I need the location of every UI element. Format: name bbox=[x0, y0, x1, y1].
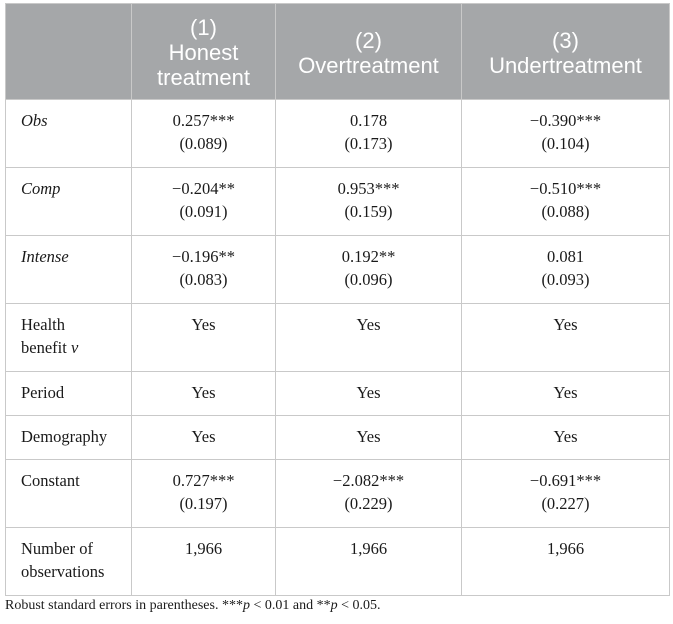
column-title: Honest bbox=[168, 40, 239, 65]
coefficient: 0.727*** bbox=[172, 471, 235, 490]
variable-name: Comp bbox=[21, 179, 61, 198]
row-label: Obs bbox=[5, 99, 132, 168]
standard-error: (0.093) bbox=[541, 270, 590, 289]
coefficient: 0.192** bbox=[341, 247, 396, 266]
row-label: Intense bbox=[5, 235, 132, 304]
table-cell: −0.196** (0.083) bbox=[131, 235, 276, 304]
table-cell: 0.953*** (0.159) bbox=[275, 167, 462, 236]
row-label-line1: Number of bbox=[21, 539, 93, 558]
table-cell: Yes bbox=[131, 303, 276, 372]
variable-name: Obs bbox=[21, 111, 48, 130]
indicator-value: Yes bbox=[356, 315, 381, 334]
row-label-line2: benefit bbox=[21, 338, 67, 357]
table-row: Constant 0.727*** (0.197) −2.082*** (0.229… bbox=[5, 459, 670, 528]
table-cell: 1,966 bbox=[275, 527, 462, 596]
footnote-threshold-1: < 0.01 and ** bbox=[249, 598, 331, 613]
column-number: (3) bbox=[552, 27, 579, 53]
coefficient: −0.196** bbox=[172, 247, 235, 266]
standard-error: (0.091) bbox=[179, 202, 228, 221]
table-cell: 1,966 bbox=[461, 527, 670, 596]
p-symbol: p bbox=[242, 598, 250, 613]
column-title: Overtreatment bbox=[298, 52, 439, 78]
column-number: (1) bbox=[190, 15, 217, 40]
p-symbol: p bbox=[330, 598, 338, 613]
table-cell: Yes bbox=[275, 303, 462, 372]
row-label: Demography bbox=[5, 415, 132, 460]
indicator-value: Yes bbox=[553, 315, 578, 334]
table-cell: 1,966 bbox=[131, 527, 276, 596]
standard-error: (0.229) bbox=[344, 494, 393, 513]
coefficient: −0.390*** bbox=[529, 111, 602, 130]
table-cell: 0.192** (0.096) bbox=[275, 235, 462, 304]
coefficient: 0.081 bbox=[546, 247, 585, 266]
table-cell: 0.727*** (0.197) bbox=[131, 459, 276, 528]
column-header-1: (1) Honest treatment bbox=[131, 3, 276, 100]
row-label: Comp bbox=[5, 167, 132, 236]
table-cell: Yes bbox=[275, 371, 462, 416]
table-footnote: Robust standard errors in parentheses. *… bbox=[5, 598, 380, 614]
column-title-line2: treatment bbox=[157, 65, 250, 90]
table-cell: −0.691*** (0.227) bbox=[461, 459, 670, 528]
table-row: Intense −0.196** (0.083) 0.192** (0.096) 0… bbox=[5, 235, 670, 304]
row-label-line2: observations bbox=[21, 562, 105, 581]
table-cell: −0.204** (0.091) bbox=[131, 167, 276, 236]
column-number: (2) bbox=[355, 27, 382, 53]
table-cell: 0.257*** (0.089) bbox=[131, 99, 276, 168]
row-label: Number of observations bbox=[5, 527, 132, 596]
table-cell: Yes bbox=[131, 415, 276, 460]
table-row: Demography Yes Yes Yes bbox=[5, 415, 670, 460]
standard-error: (0.096) bbox=[344, 270, 393, 289]
coefficient: 0.953*** bbox=[337, 179, 400, 198]
coefficient: 0.178 bbox=[349, 111, 388, 130]
table-cell: Yes bbox=[461, 371, 670, 416]
header-corner-cell bbox=[5, 3, 132, 100]
standard-error: (0.173) bbox=[344, 134, 393, 153]
table-cell: Yes bbox=[275, 415, 462, 460]
table-cell: −2.082*** (0.229) bbox=[275, 459, 462, 528]
footnote-threshold-2: < 0.05. bbox=[337, 598, 381, 613]
table-cell: Yes bbox=[461, 415, 670, 460]
regression-table: (1) Honest treatment (2) Overtreatment (… bbox=[5, 3, 670, 596]
standard-error: (0.089) bbox=[179, 134, 228, 153]
indicator-value: Yes bbox=[191, 315, 216, 334]
row-label-line1: Health bbox=[21, 315, 65, 334]
standard-error: (0.088) bbox=[541, 202, 590, 221]
row-label: Period bbox=[5, 371, 132, 416]
standard-error: (0.197) bbox=[179, 494, 228, 513]
table-cell: 0.178 (0.173) bbox=[275, 99, 462, 168]
column-header-2: (2) Overtreatment bbox=[275, 3, 462, 100]
table-cell: Yes bbox=[461, 303, 670, 372]
table-cell: −0.390*** (0.104) bbox=[461, 99, 670, 168]
table-cell: −0.510*** (0.088) bbox=[461, 167, 670, 236]
variable-symbol: v bbox=[70, 338, 79, 357]
row-label: Health benefit v bbox=[5, 303, 132, 372]
table-cell: Yes bbox=[131, 371, 276, 416]
table-row: Obs 0.257*** (0.089) 0.178 (0.173) −0.390*… bbox=[5, 99, 670, 168]
table-row: Health benefit v Yes Yes Yes bbox=[5, 303, 670, 372]
standard-error: (0.083) bbox=[179, 270, 228, 289]
coefficient: −0.204** bbox=[172, 179, 235, 198]
standard-error: (0.104) bbox=[541, 134, 590, 153]
coefficient: −0.510*** bbox=[529, 179, 602, 198]
footnote-text: Robust standard errors in parentheses. *… bbox=[5, 598, 243, 613]
column-header-3: (3) Undertreatment bbox=[461, 3, 670, 100]
coefficient: −2.082*** bbox=[332, 471, 405, 490]
coefficient: −0.691*** bbox=[529, 471, 602, 490]
standard-error: (0.159) bbox=[344, 202, 393, 221]
column-title: Undertreatment bbox=[489, 52, 642, 78]
table-row: Period Yes Yes Yes bbox=[5, 371, 670, 416]
row-label: Constant bbox=[5, 459, 132, 528]
standard-error: (0.227) bbox=[541, 494, 590, 513]
header-row: (1) Honest treatment (2) Overtreatment (… bbox=[5, 3, 670, 100]
variable-name: Intense bbox=[21, 247, 69, 266]
coefficient: 0.257*** bbox=[172, 111, 235, 130]
table-row: Number of observations 1,966 1,966 1,966 bbox=[5, 527, 670, 596]
table-cell: 0.081 (0.093) bbox=[461, 235, 670, 304]
table-row: Comp −0.204** (0.091) 0.953*** (0.159) −0.… bbox=[5, 167, 670, 236]
